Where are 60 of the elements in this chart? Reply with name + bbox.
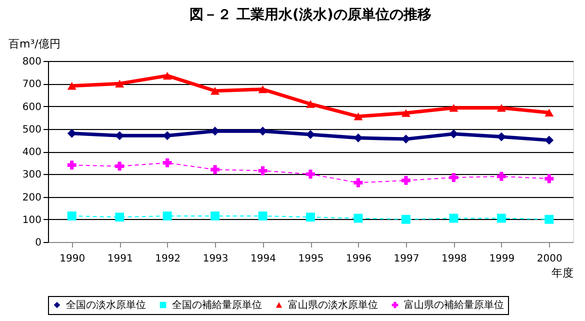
point bbox=[544, 214, 554, 224]
point bbox=[449, 173, 458, 182]
point bbox=[258, 212, 268, 220]
x-tick-label: 1991 bbox=[107, 254, 133, 264]
point bbox=[354, 214, 363, 223]
point bbox=[115, 212, 124, 222]
y-tick-label: 800 bbox=[22, 56, 42, 68]
x-tick-label: 1996 bbox=[346, 254, 372, 264]
point bbox=[544, 174, 554, 184]
point bbox=[306, 170, 315, 179]
x-tick-label: 1998 bbox=[441, 254, 467, 264]
legend-label: 富山県の淡水原単位 bbox=[288, 299, 378, 311]
point bbox=[401, 109, 410, 117]
y-tick-label: 300 bbox=[22, 170, 42, 181]
point bbox=[67, 82, 76, 90]
point bbox=[210, 86, 220, 95]
point bbox=[449, 214, 458, 223]
y-tick-label: 100 bbox=[22, 214, 42, 226]
point bbox=[496, 214, 506, 223]
x-tick-label: 1994 bbox=[250, 254, 276, 264]
point bbox=[306, 212, 315, 222]
y-tick-label: 500 bbox=[22, 124, 42, 136]
point bbox=[354, 178, 363, 188]
point bbox=[449, 104, 458, 112]
point bbox=[115, 162, 124, 171]
point bbox=[210, 212, 220, 220]
x-tick-label: 1990 bbox=[60, 254, 86, 264]
legend-label: 富山県の補給量原単位 bbox=[404, 299, 504, 311]
point bbox=[496, 104, 506, 112]
point bbox=[210, 165, 220, 174]
x-tick-label: 1992 bbox=[155, 254, 181, 264]
y-tick-label: 200 bbox=[22, 192, 42, 204]
y-tick-label: 400 bbox=[22, 147, 42, 158]
x-tick-label: 1993 bbox=[202, 254, 228, 264]
y-tick-label: 600 bbox=[22, 102, 42, 113]
point bbox=[115, 80, 124, 88]
point bbox=[162, 72, 172, 80]
point bbox=[496, 172, 506, 181]
point bbox=[162, 212, 172, 220]
point bbox=[544, 108, 554, 116]
x-tick-label: 1997 bbox=[394, 254, 420, 264]
legend-label: 全国の淡水原単位 bbox=[66, 299, 146, 311]
point bbox=[67, 212, 76, 220]
point bbox=[67, 160, 76, 170]
legend-label: 全国の補給量原単位 bbox=[172, 299, 262, 311]
point bbox=[258, 166, 268, 176]
y-tick-label: 700 bbox=[22, 79, 42, 90]
x-axis-title: 年度 bbox=[552, 266, 574, 280]
x-tick-label: 2000 bbox=[536, 254, 562, 264]
point bbox=[354, 112, 363, 120]
point bbox=[401, 176, 410, 185]
x-tick-label: 1995 bbox=[298, 254, 324, 264]
y-axis-title: 百m³/億円 bbox=[8, 38, 60, 50]
point bbox=[401, 214, 410, 224]
chart-title: 図－２ 工業用水(淡水)の原単位の推移 bbox=[190, 7, 432, 23]
point bbox=[306, 100, 315, 108]
point bbox=[258, 85, 268, 94]
y-tick-label: 0 bbox=[35, 238, 42, 248]
point bbox=[162, 158, 172, 168]
x-tick-label: 1999 bbox=[489, 254, 515, 264]
